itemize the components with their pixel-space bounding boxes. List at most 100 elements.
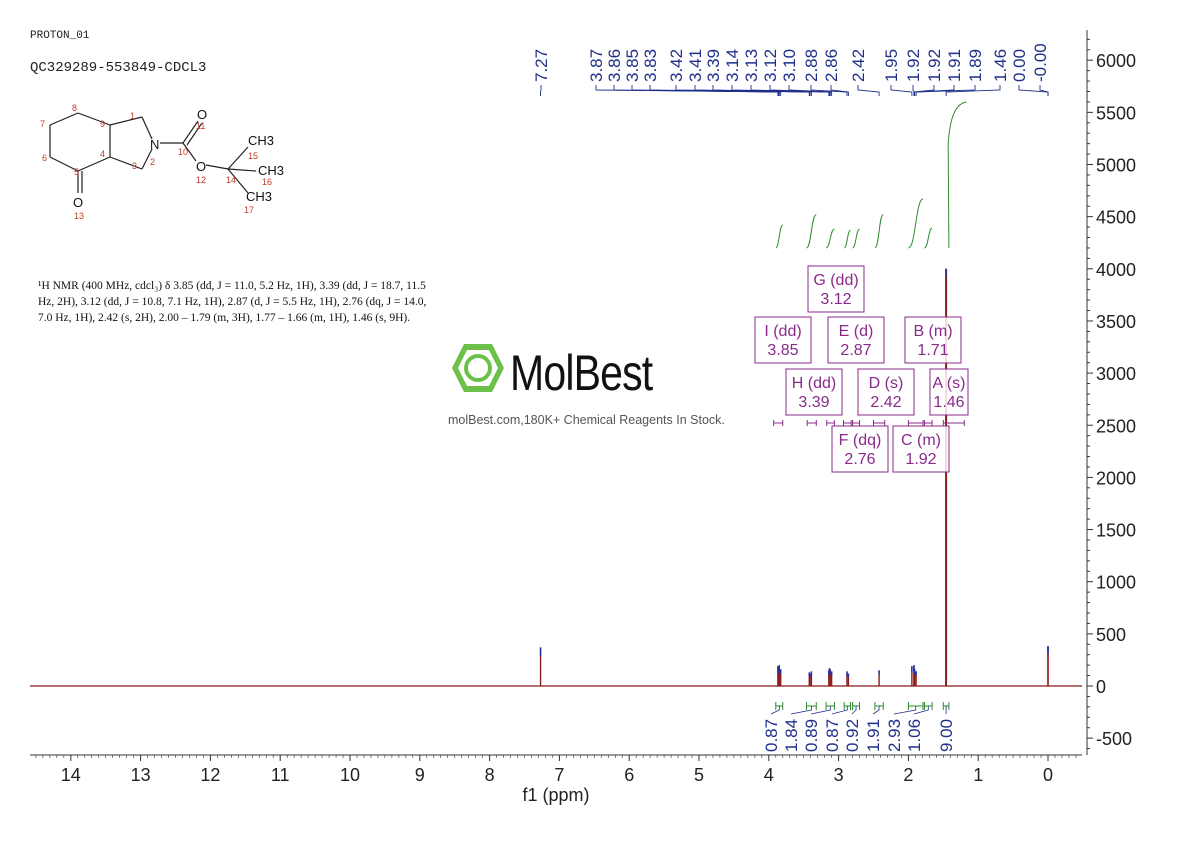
peak-label: 2.42: [849, 49, 868, 82]
peak-label: 3.41: [686, 49, 705, 82]
peak-label: 3.13: [742, 49, 761, 82]
integral-leader: [851, 706, 857, 715]
molecule-structure: N O O O CH3 CH3 CH3 1 2 3 4 5 6 7 8 9 10…: [40, 103, 284, 221]
integral-leader: [810, 706, 831, 715]
integral-leader: [872, 706, 880, 715]
multiplet-id: B (m): [913, 323, 952, 340]
nmr-description: ¹H NMR (400 MHz, cdcl₃) δ 3.85 (dd, J = …: [38, 280, 427, 324]
peak-label: 3.83: [641, 49, 660, 82]
integral-curve: [806, 214, 817, 249]
integral-curve: [852, 228, 860, 249]
integral-curve: [924, 227, 933, 249]
atom-o-ester: O: [196, 159, 206, 174]
experiment-name: PROTON_01: [30, 30, 90, 42]
multiplet-frame: [827, 316, 885, 364]
integral-curve: [825, 228, 835, 249]
peak-leader: [915, 85, 976, 96]
multiplet-frame: [785, 368, 843, 416]
multiplet-frame: [807, 265, 865, 313]
atom-number: 11: [196, 121, 205, 131]
peak-label: 2.88: [802, 49, 821, 82]
peak-leader: [830, 85, 849, 96]
peak-label: 1.95: [882, 49, 901, 82]
y-tick-label: 3500: [1096, 312, 1136, 332]
atom-number: 3: [132, 161, 137, 171]
multiplet-id: H (dd): [792, 375, 836, 392]
peak-leader: [810, 85, 848, 96]
integral-label: 1.84: [782, 719, 801, 752]
peak-label: 3.10: [780, 49, 799, 82]
peak-leader: [945, 85, 1001, 96]
peak-label: 3.42: [667, 49, 686, 82]
atom-ch3-b: CH3: [258, 163, 284, 178]
atom-number: 14: [226, 175, 236, 185]
x-tick-label: 3: [834, 765, 844, 785]
y-tick-label: -500: [1096, 729, 1132, 749]
y-tick-label: 4500: [1096, 208, 1136, 228]
peak-label: 3.85: [623, 49, 642, 82]
integral-label: 0.87: [823, 719, 842, 752]
atom-o-ketone: O: [73, 195, 83, 210]
integral-leader: [790, 706, 812, 715]
multiplet-frame: [892, 425, 950, 473]
peak-label: 1.89: [966, 49, 985, 82]
integral-curve: [775, 224, 784, 249]
multiplet-id: I (dd): [764, 323, 801, 340]
multiplet-shift: 1.46: [933, 394, 964, 411]
brand-name: MolBest: [510, 345, 653, 401]
multiplet-id: A (s): [933, 375, 966, 392]
atom-n: N: [150, 137, 159, 152]
peak-label: 1.91: [945, 49, 964, 82]
multiplet-box: B (m) 1.71: [904, 316, 962, 364]
integral-curve: [947, 101, 967, 248]
atom-number: 12: [196, 175, 206, 185]
x-tick-label: 9: [415, 765, 425, 785]
atom-number: 10: [178, 147, 188, 157]
benzene-logo-icon: [452, 344, 504, 392]
multiplet-box: A (s) 1.46: [929, 368, 969, 416]
integral-curve: [843, 229, 851, 249]
y-tick-label: 0: [1096, 677, 1106, 697]
multiplet-box: E (d) 2.87: [827, 316, 885, 364]
multiplet-id: F (dq): [839, 432, 882, 449]
multiplet-shift: 2.87: [840, 342, 871, 359]
x-tick-label: 8: [485, 765, 495, 785]
multiplet-shift: 2.76: [844, 451, 875, 468]
integral-curve: [874, 214, 884, 249]
atom-number: 17: [244, 205, 254, 215]
y-tick-label: 6000: [1096, 51, 1136, 71]
integral-leader: [831, 706, 848, 715]
peak-label: 1.92: [904, 49, 923, 82]
peak-label: 7.27: [532, 49, 551, 82]
peak-label: -0.00: [1031, 43, 1050, 82]
multiplet-frame: [754, 316, 812, 364]
multiplet-id: C (m): [901, 432, 941, 449]
integral-label: 0.89: [802, 719, 821, 752]
atom-number: 13: [74, 211, 84, 221]
integral-label: 9.00: [937, 719, 956, 752]
integral-label: 1.91: [864, 719, 883, 752]
atom-ch3-a: CH3: [248, 133, 274, 148]
x-tick-label: 2: [903, 765, 913, 785]
atom-number: 5: [74, 167, 79, 177]
peak-label: 3.12: [761, 49, 780, 82]
peak-label: 3.39: [704, 49, 723, 82]
multiplet-shift: 3.85: [767, 342, 798, 359]
atom-number: 1: [130, 111, 135, 121]
peak-label: 2.86: [822, 49, 841, 82]
atom-number: 6: [42, 153, 47, 163]
peak-label: 3.14: [723, 49, 742, 82]
atom-o-carbonyl: O: [197, 107, 207, 122]
integral-curve: [907, 198, 924, 249]
peak-leader: [769, 85, 831, 96]
integral-label: 0.87: [762, 719, 781, 752]
multiplet-id: G (dd): [813, 272, 858, 289]
integral-leader: [770, 706, 780, 715]
y-tick-label: 4000: [1096, 260, 1136, 280]
integral-label: 2.93: [885, 719, 904, 752]
multiplet-frame: [929, 368, 969, 416]
y-tick-label: 1000: [1096, 573, 1136, 593]
peak-label: 1.92: [925, 49, 944, 82]
y-tick-label: 2500: [1096, 416, 1136, 436]
